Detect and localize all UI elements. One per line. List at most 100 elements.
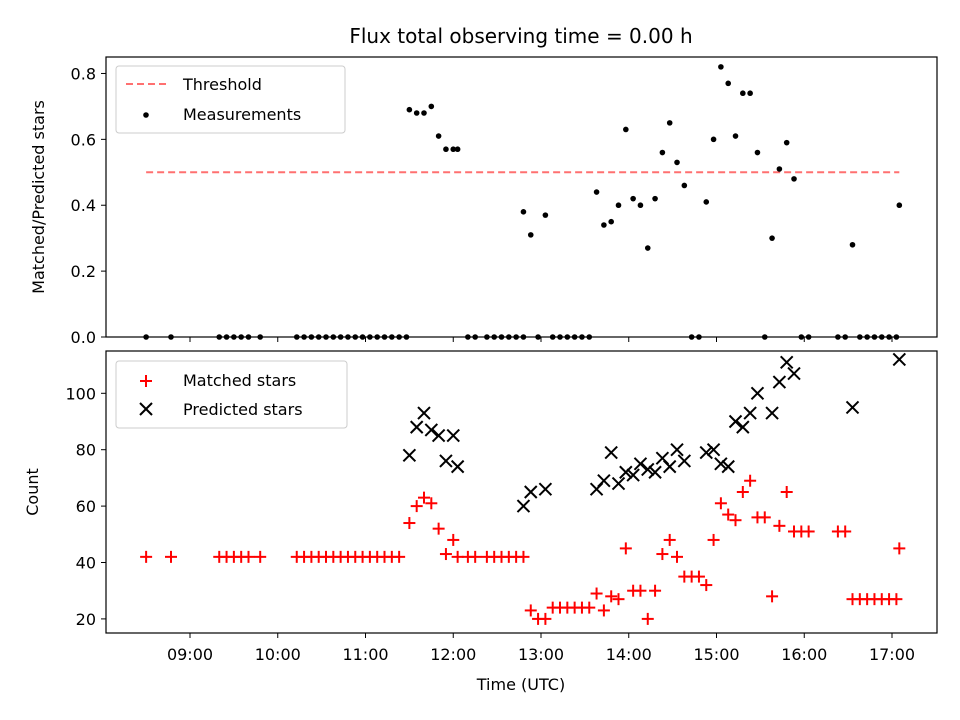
matched-star-point <box>254 550 267 563</box>
matched-star-point <box>758 511 771 524</box>
matched-star-point <box>612 593 625 606</box>
x-tick-label: 13:00 <box>518 645 564 664</box>
measurement-point <box>725 80 731 87</box>
measurement-point <box>443 146 449 153</box>
measurement-point <box>783 139 790 146</box>
measurement-point <box>652 195 658 202</box>
predicted-star-point <box>714 457 728 471</box>
predicted-star-point <box>450 459 465 474</box>
predicted-star-point <box>633 457 648 471</box>
bottom-panel-frame <box>105 350 938 634</box>
bottom-y-tick-label: 20 <box>76 610 96 629</box>
matched-star-point <box>641 612 654 625</box>
predicted-star-point <box>538 482 553 496</box>
measurement-point <box>896 202 903 209</box>
predicted-star-point <box>409 420 424 434</box>
predicted-star-point <box>604 445 618 460</box>
matched-star-point <box>418 491 430 504</box>
predicted-star-point <box>706 442 721 457</box>
predicted-star-point <box>670 442 684 457</box>
predicted-star-point <box>446 428 460 443</box>
top-panel-frame <box>105 56 938 338</box>
matched-star-point <box>447 533 460 546</box>
predicted-star-point <box>728 414 743 429</box>
predicted-star-point <box>892 352 907 367</box>
measurement-point <box>849 241 856 248</box>
top-panel-y-axis-label: Matched/Predicted stars <box>29 100 48 294</box>
predicted-star-point <box>648 465 662 479</box>
predicted-star-point <box>516 499 531 513</box>
matched-star-point <box>410 500 423 513</box>
measurement-point <box>703 199 710 205</box>
measurement-point <box>776 166 783 172</box>
matched-star-point <box>649 584 662 597</box>
bottom-panel-legend: Matched stars Predicted stars <box>115 360 348 429</box>
top-legend-frame <box>115 65 346 134</box>
bottom-y-tick-label: 100 <box>65 384 96 403</box>
predicted-star-point <box>677 454 692 468</box>
matched-star-point <box>722 508 735 521</box>
measurement-point <box>710 136 717 143</box>
predicted-star-point <box>431 428 446 443</box>
matched-star-point <box>619 542 632 555</box>
matched-star-point <box>583 601 596 614</box>
matched-star-point <box>469 550 482 563</box>
matched-star-point <box>539 612 552 625</box>
matched-star-point <box>656 548 669 561</box>
predicted-star-point <box>779 355 794 369</box>
matched-star-point <box>605 590 618 603</box>
bottom-y-tick-label: 80 <box>76 441 96 460</box>
matched-star-point <box>590 587 603 600</box>
legend-predicted-label: Predicted stars <box>183 400 303 419</box>
measurement-point <box>450 146 457 153</box>
measurement-point <box>637 202 644 209</box>
legend-measurements-swatch <box>143 112 149 118</box>
top-y-tick-label: 0.6 <box>71 130 96 149</box>
measurement-point <box>732 133 739 139</box>
matched-star-point <box>736 486 749 498</box>
x-tick-label: 17:00 <box>869 645 915 664</box>
legend-matched-swatch <box>140 375 152 387</box>
predicted-star-point <box>721 459 735 474</box>
measurement-point <box>681 182 688 189</box>
measurement-point <box>601 222 607 228</box>
matched-star-point <box>439 548 452 561</box>
bottom-y-tick-label: 60 <box>76 497 96 516</box>
measurement-point <box>747 90 753 97</box>
bottom-panel-marks <box>140 352 907 625</box>
matched-star-point <box>524 604 537 617</box>
predicted-star-point <box>439 454 453 468</box>
measurement-point <box>630 195 636 202</box>
measurement-point <box>406 106 413 113</box>
legend-threshold-label: Threshold <box>182 75 262 94</box>
matched-star-point <box>839 525 852 538</box>
x-tick-label: 16:00 <box>781 645 827 664</box>
bottom-panel-y-axis-label: Count <box>23 468 42 516</box>
matched-star-point <box>714 497 727 510</box>
top-y-tick-label: 0.2 <box>71 262 96 281</box>
measurement-point <box>718 64 724 70</box>
matched-star-point <box>890 593 903 606</box>
measurement-point <box>791 176 797 182</box>
predicted-star-point <box>699 445 713 460</box>
matched-star-point <box>597 604 610 617</box>
measurement-point <box>413 110 420 116</box>
measurement-point <box>623 126 629 133</box>
predicted-star-point <box>524 485 538 499</box>
measurement-point <box>740 90 746 97</box>
matched-star-point <box>707 533 720 546</box>
matched-star-point <box>663 533 676 546</box>
legend-measurements-label: Measurements <box>183 105 301 124</box>
predicted-star-point <box>765 406 779 420</box>
bottom-legend-frame <box>115 360 348 429</box>
predicted-star-point <box>641 462 655 477</box>
matched-star-point <box>242 550 255 563</box>
measurement-point <box>769 235 775 241</box>
x-tick-label: 12:00 <box>430 645 476 664</box>
measurement-point <box>435 133 442 139</box>
top-y-tick-label: 0.0 <box>71 328 96 347</box>
measurement-point <box>421 110 427 116</box>
matched-star-point <box>393 550 406 563</box>
x-axis-label: Time (UTC) <box>476 675 565 694</box>
